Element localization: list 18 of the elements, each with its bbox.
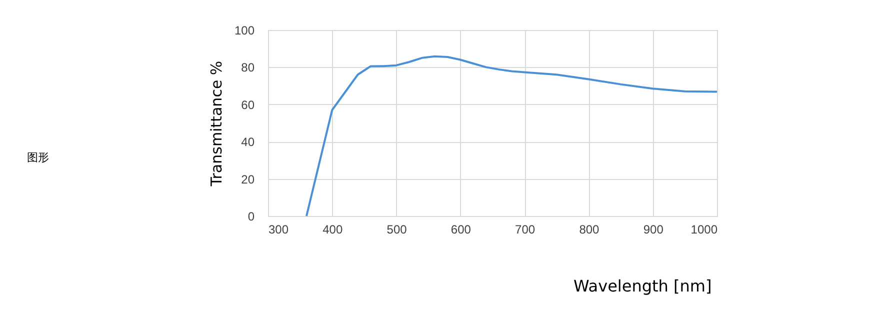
y-tick-label: 20 <box>241 172 255 186</box>
y-tick-label: 60 <box>241 98 255 112</box>
line-series <box>305 55 718 217</box>
text: 图形 <box>27 151 49 164</box>
x-axis-title: Wavelength [nm] <box>574 276 712 296</box>
y-tick-label: 40 <box>241 135 255 150</box>
x-tick-label: 500 <box>386 222 408 236</box>
y-axis-title: Transmittance % <box>207 60 226 188</box>
x-tick-label: 400 <box>322 222 343 236</box>
x-tick-label: 900 <box>643 222 664 236</box>
y-tick-label: 80 <box>241 60 255 75</box>
x-tick-label: 700 <box>515 222 536 236</box>
y-tick-label: 100 <box>234 24 255 38</box>
x-tick-label: 1000 <box>690 222 718 236</box>
x-tick-label: 300 <box>268 222 289 236</box>
x-tick-label: 800 <box>579 222 600 236</box>
x-tick-label: 600 <box>450 222 472 236</box>
y-tick-label: 0 <box>248 210 255 224</box>
